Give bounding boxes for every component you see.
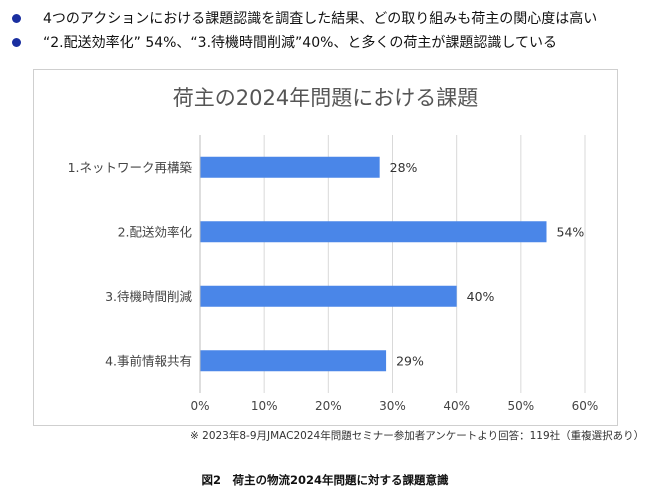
x-tick-label: 10%	[251, 399, 278, 413]
value-label: 29%	[396, 353, 424, 368]
bullet-dot-icon	[12, 13, 21, 23]
chart-footnote: ※ 2023年8-9月JMAC2024年問題セミナー参加者アンケートより回答：1…	[190, 430, 645, 442]
bullet-list: 4つのアクションにおける課題認識を調査した結果、どの取り組みも荷主の関心度は高い…	[12, 6, 597, 54]
value-label: 40%	[467, 289, 495, 304]
bar	[200, 350, 387, 372]
bar	[200, 221, 547, 243]
bar	[200, 156, 380, 178]
x-tick-label: 30%	[379, 399, 406, 413]
figure-caption: 図2 荷主の物流2024年問題に対する課題意識	[201, 473, 449, 487]
category-label: 4.事前情報共有	[105, 353, 192, 368]
value-label: 54%	[557, 224, 585, 239]
x-tick-label: 20%	[315, 399, 342, 413]
bar	[200, 285, 457, 307]
x-tick-label: 0%	[190, 399, 209, 413]
x-tick-label: 60%	[572, 399, 599, 413]
bullet-item: “2.配送効率化” 54%、“3.待機時間削減”40%、と多くの荷主が課題認識し…	[12, 30, 597, 54]
category-label: 3.待機時間削減	[105, 289, 192, 304]
x-tick-label: 40%	[443, 399, 470, 413]
chart-title: 荷主の2024年問題における課題	[172, 86, 479, 110]
category-label: 1.ネットワーク再構築	[68, 160, 193, 175]
bullet-text: “2.配送効率化” 54%、“3.待機時間削減”40%、と多くの荷主が課題認識し…	[43, 35, 557, 51]
bullet-text: 4つのアクションにおける課題認識を調査した結果、どの取り組みも荷主の関心度は高い	[43, 11, 598, 27]
value-label: 28%	[390, 160, 418, 175]
x-tick-label: 50%	[507, 399, 534, 413]
bullet-item: 4つのアクションにおける課題認識を調査した結果、どの取り組みも荷主の関心度は高い	[12, 6, 597, 30]
bar-chart: 0% 10% 20% 30% 40% 50% 60% 1.ネットワーク再構築 28% 2.配送効率…	[68, 135, 599, 413]
chart-frame: 荷主の2024年問題における課題 0% 10% 20% 30% 40% 50% 60% 1.ネ…	[33, 69, 618, 426]
bullet-dot-icon	[12, 37, 21, 47]
category-label: 2.配送効率化	[118, 224, 193, 239]
